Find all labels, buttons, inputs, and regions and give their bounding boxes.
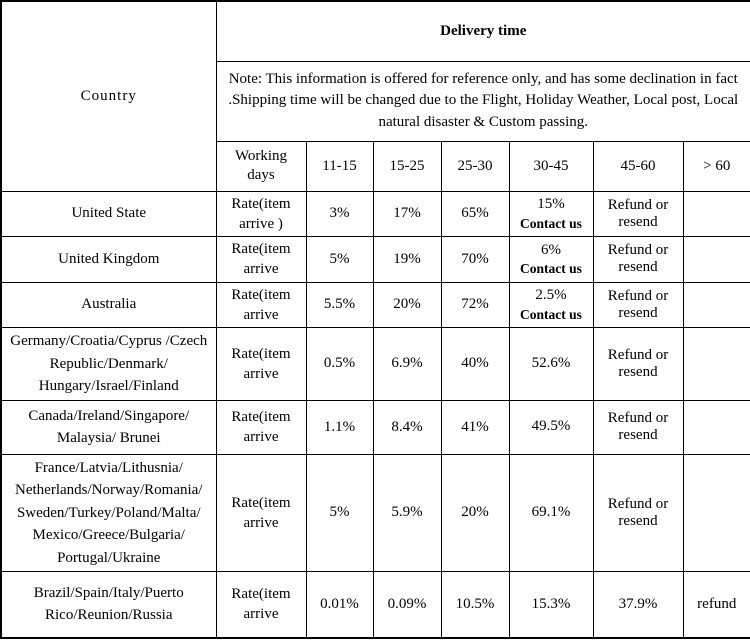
value-15-25: 5.9% [372,453,442,572]
value-30-45: 15% Contact us [508,190,594,237]
value-text: 15.3% [531,595,571,612]
value-gt-60 [682,453,750,572]
value-15-25: 20% [372,281,442,328]
country-header: Country [0,0,217,192]
column-header-working-days: Working days [215,140,307,192]
value-25-30: 20% [440,453,510,572]
value-gt-60 [682,399,750,455]
value-text: 49.5% [531,418,571,435]
rate-label-cell: Rate(item arrive [215,399,307,455]
value-text: 15% [537,196,565,213]
column-header-25-30: 25-30 [440,140,510,192]
contact-us-label: Contact us [520,215,582,231]
value-45-60: Refund or resend [592,399,684,455]
value-11-15: 5% [305,453,374,572]
value-25-30: 10.5% [440,571,510,638]
value-45-60: Refund or resend [592,453,684,572]
value-30-45: 69.1% [508,453,594,572]
table-row: Canada/Ireland/Singapore/ Malaysia/ Brun… [0,399,750,455]
value-25-30: 65% [440,190,510,237]
rate-label-cell: Rate(item arrive ) [215,190,307,237]
country-cell: Australia [0,281,217,328]
value-gt-60 [682,190,750,237]
value-30-45: 2.5% Contact us [508,281,594,328]
value-text: 6% [541,241,561,258]
value-25-30: 72% [440,281,510,328]
value-11-15: 0.5% [305,327,374,401]
value-15-25: 6.9% [372,327,442,401]
value-45-60: Refund or resend [592,190,684,237]
value-45-60: Refund or resend [592,327,684,401]
value-45-60: Refund or resend [592,236,684,283]
column-header-15-25: 15-25 [372,140,442,192]
table-row: Brazil/Spain/Italy/Puerto Rico/Reunion/R… [0,571,750,638]
contact-us-label: Contact us [520,306,582,322]
value-15-25: 0.09% [372,571,442,638]
value-30-45: 15.3% [508,571,594,638]
value-30-45: 49.5% [508,399,594,455]
value-15-25: 8.4% [372,399,442,455]
value-gt-60: refund [682,571,750,638]
value-gt-60 [682,236,750,283]
column-header-11-15: 11-15 [305,140,374,192]
value-11-15: 1.1% [305,399,374,455]
column-header-row: Working days 11-15 15-25 25-30 30-45 45-… [1,140,750,192]
table-row: United Kingdom Rate(item arrive 5% 19% 7… [0,236,750,283]
table-row: United State Rate(item arrive ) 3% 17% 6… [0,190,750,237]
country-cell: France/Latvia/Lithusnia/ Netherlands/Nor… [0,453,217,572]
value-15-25: 17% [372,190,442,237]
rate-label-cell: Rate(item arrive [215,453,307,572]
rate-label-cell: Rate(item arrive [215,281,307,328]
column-header-45-60: 45-60 [592,140,684,192]
rate-label-cell: Rate(item arrive [215,236,307,283]
value-11-15: 5.5% [305,281,374,328]
table-row: France/Latvia/Lithusnia/ Netherlands/Nor… [0,453,750,572]
table-row: Germany/Croatia/Cyprus /Czech Republic/D… [0,327,750,401]
value-30-45: 52.6% [508,327,594,401]
country-cell: Germany/Croatia/Cyprus /Czech Republic/D… [0,327,217,401]
value-11-15: 3% [305,190,374,237]
value-25-30: 40% [440,327,510,401]
note-text: Note: This information is offered for re… [215,60,750,142]
value-gt-60 [682,281,750,328]
contact-us-label: Contact us [520,261,582,277]
note-row: Note: This information is offered for re… [1,60,750,142]
value-15-25: 19% [372,236,442,283]
value-text: 69.1% [531,504,571,520]
value-11-15: 5% [305,236,374,283]
country-cell: United State [0,190,217,237]
rate-label-cell: Rate(item arrive [215,571,307,638]
country-cell: Brazil/Spain/Italy/Puerto Rico/Reunion/R… [0,571,217,638]
value-text: 2.5% [535,287,567,304]
title-row: Country Delivery time [0,0,750,192]
country-cell: United Kingdom [0,236,217,283]
value-45-60: 37.9% [592,571,684,638]
rate-label-cell: Rate(item arrive [215,327,307,401]
value-25-30: 41% [440,399,510,455]
value-gt-60 [682,327,750,401]
column-header-30-45: 30-45 [508,140,594,192]
value-45-60: Refund or resend [592,281,684,328]
value-25-30: 70% [440,236,510,283]
value-11-15: 0.01% [305,571,374,638]
column-header-gt-60: > 60 [682,140,750,192]
country-cell: Canada/Ireland/Singapore/ Malaysia/ Brun… [0,399,217,455]
value-30-45: 6% Contact us [508,236,594,283]
value-text: 52.6% [531,355,571,371]
table-row: Australia Rate(item arrive 5.5% 20% 72% … [0,281,750,328]
table-title: Delivery time [215,0,750,62]
